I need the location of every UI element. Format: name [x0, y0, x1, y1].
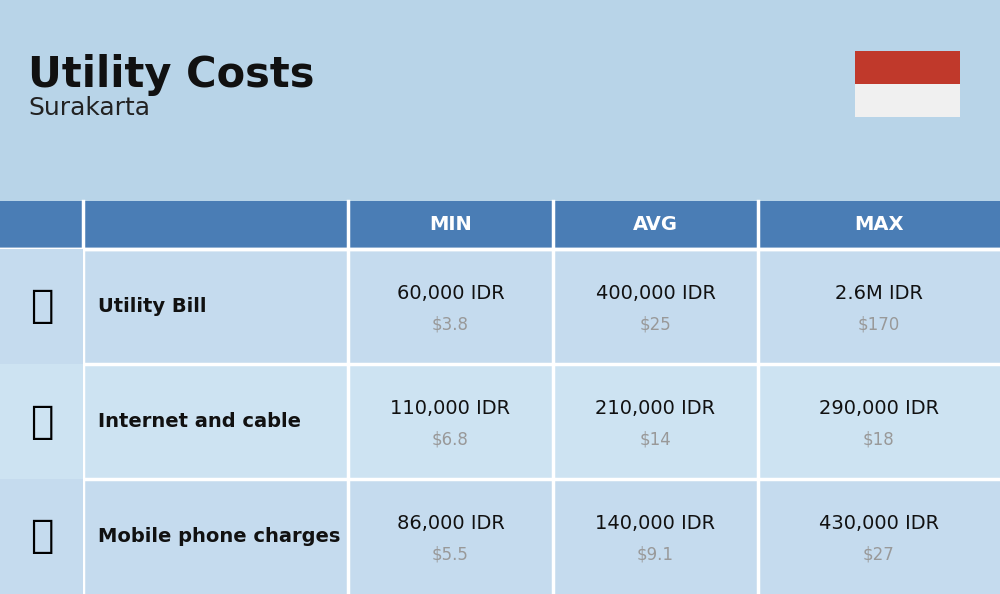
Text: 86,000 IDR: 86,000 IDR	[397, 514, 504, 533]
Text: 2.6M IDR: 2.6M IDR	[835, 284, 923, 303]
Text: 110,000 IDR: 110,000 IDR	[390, 399, 511, 418]
Text: 60,000 IDR: 60,000 IDR	[397, 284, 504, 303]
Bar	[30, 519, 54, 557]
Text: $27: $27	[863, 545, 895, 564]
Text: 290,000 IDR: 290,000 IDR	[819, 399, 939, 418]
Text: 430,000 IDR: 430,000 IDR	[819, 514, 939, 533]
Text: 📶: 📶	[30, 403, 53, 441]
Text: AVG: AVG	[633, 216, 678, 235]
Bar	[0, 364, 83, 479]
Text: $9.1: $9.1	[637, 545, 674, 564]
Text: MIN: MIN	[429, 216, 472, 235]
Text: Utility Costs: Utility Costs	[28, 54, 314, 96]
Text: Utility Bill: Utility Bill	[98, 297, 207, 316]
Text: 140,000 IDR: 140,000 IDR	[595, 514, 716, 533]
Text: 210,000 IDR: 210,000 IDR	[595, 399, 716, 418]
Text: $18: $18	[863, 431, 895, 448]
Bar	[26, 511, 56, 561]
Text: 📱: 📱	[35, 529, 48, 548]
Text: 400,000 IDR: 400,000 IDR	[596, 284, 716, 303]
Text: $3.8: $3.8	[432, 315, 469, 333]
Text: $6.8: $6.8	[432, 431, 469, 448]
Text: $170: $170	[858, 315, 900, 333]
Text: $25: $25	[640, 315, 671, 333]
Text: 🔌: 🔌	[30, 287, 53, 326]
Bar	[20, 406, 64, 437]
Text: ⊃): ⊃)	[31, 415, 52, 432]
Bar	[0, 249, 83, 364]
Bar	[28, 292, 56, 321]
Text: $14: $14	[640, 431, 671, 448]
Bar	[22, 286, 62, 327]
Bar	[855, 84, 960, 117]
Text: Internet and cable: Internet and cable	[98, 412, 301, 431]
Text: 📱: 📱	[30, 517, 53, 555]
Bar	[855, 51, 960, 84]
Bar	[0, 479, 83, 594]
Text: ⚙: ⚙	[30, 295, 53, 318]
Text: $5.5: $5.5	[432, 545, 469, 564]
Bar	[0, 201, 1000, 249]
Bar	[0, 249, 1000, 364]
Text: Mobile phone charges: Mobile phone charges	[98, 527, 340, 546]
Text: Surakarta: Surakarta	[28, 96, 150, 120]
Bar	[0, 364, 1000, 479]
Bar	[0, 479, 1000, 594]
Text: MAX: MAX	[854, 216, 904, 235]
